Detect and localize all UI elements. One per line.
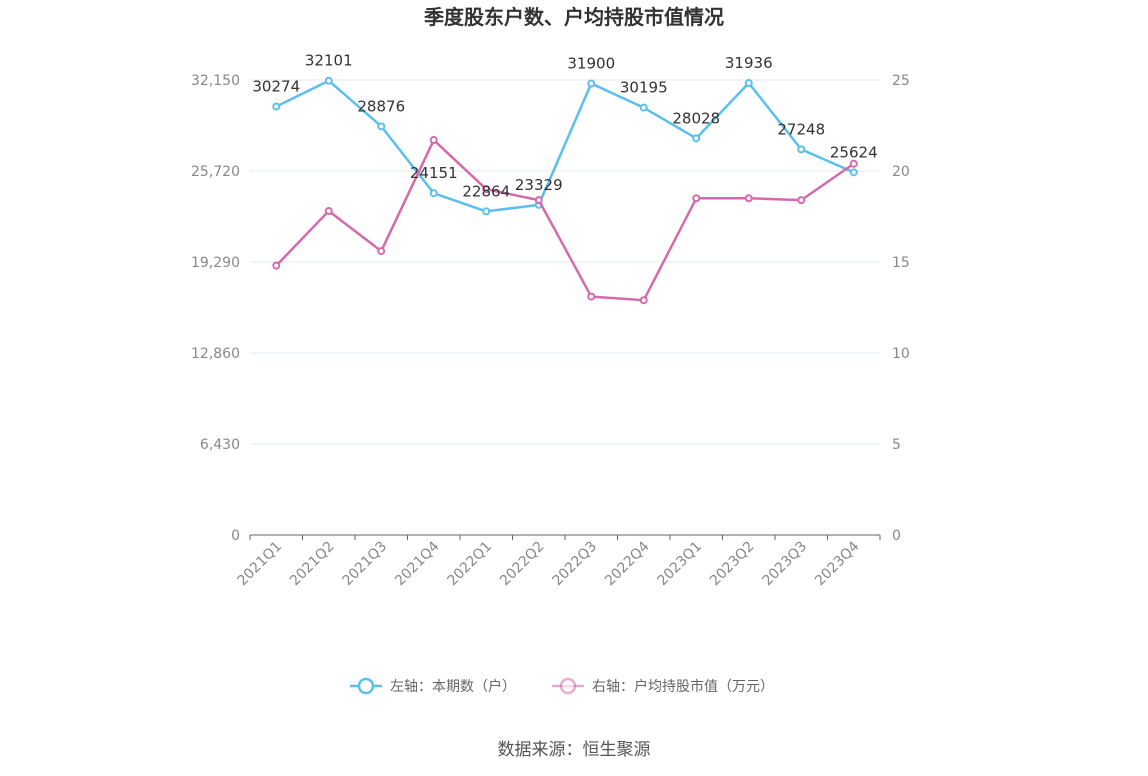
x-tick-label: 2021Q1: [234, 539, 285, 590]
data-point: [692, 134, 701, 143]
left-tick-label: 19,290: [191, 255, 240, 271]
right-tick-label: 5: [892, 437, 901, 453]
right-axis-ticks: 0 5 10 15 20 25: [892, 73, 910, 544]
left-tick-label: 32,150: [191, 73, 240, 89]
right-tick-label: 25: [892, 73, 910, 89]
right-tick-label: 0: [892, 528, 901, 544]
data-label: 24151: [410, 164, 458, 182]
x-tick-label: 2022Q3: [549, 539, 600, 590]
legend-marker-icon: [559, 677, 577, 695]
x-tick-label: 2021Q4: [392, 538, 443, 589]
data-point: [639, 103, 648, 112]
right-tick-label: 10: [892, 346, 910, 362]
data-point: [429, 189, 438, 198]
data-point: [744, 79, 753, 88]
data-point: [534, 196, 543, 205]
legend-label: 右轴：户均持股市值（万元）: [592, 678, 774, 695]
x-tick-label: 2023Q2: [707, 539, 758, 590]
data-label: 22864: [462, 182, 510, 200]
series-line: [275, 138, 855, 302]
right-tick-label: 15: [892, 255, 910, 271]
data-point: [429, 136, 438, 145]
data-point: [849, 168, 858, 177]
data-label: 28028: [672, 109, 720, 127]
data-point: [272, 102, 281, 111]
data-point: [377, 122, 386, 131]
data-point: [482, 207, 491, 216]
series-line: [275, 79, 855, 213]
data-label: 30195: [620, 79, 668, 97]
series-group: [272, 76, 858, 305]
data-label: 30274: [252, 78, 300, 96]
data-label: 27248: [777, 120, 825, 138]
data-label: 28876: [357, 97, 405, 115]
data-point: [692, 194, 701, 203]
data-point: [639, 296, 648, 305]
data-point: [587, 79, 596, 88]
data-point: [797, 196, 806, 205]
data-point: [324, 76, 333, 85]
x-tick-label: 2022Q2: [497, 539, 548, 590]
left-tick-label: 25,720: [191, 164, 240, 180]
left-axis-ticks: 0 6,430 12,860 19,290 25,720 32,150: [191, 73, 240, 544]
data-label: 31900: [567, 55, 615, 73]
data-point: [849, 159, 858, 168]
data-label: 25624: [830, 143, 878, 161]
source-note: 数据来源：恒生聚源: [498, 740, 651, 760]
x-tick-label: 2023Q4: [812, 538, 863, 589]
x-tick-label: 2022Q1: [444, 539, 495, 590]
data-point: [797, 145, 806, 154]
data-point: [324, 207, 333, 216]
chart-title: 季度股东户数、户均持股市值情况: [423, 5, 724, 29]
data-point: [587, 292, 596, 301]
data-label: 23329: [515, 176, 563, 194]
x-tick-label: 2023Q1: [654, 539, 705, 590]
data-label: 32101: [305, 52, 353, 70]
x-tick-label: 2021Q2: [287, 539, 338, 590]
left-tick-label: 0: [231, 528, 240, 544]
left-tick-label: 12,860: [191, 346, 240, 362]
legend-marker-icon: [357, 677, 375, 695]
x-tick-label: 2022Q4: [602, 538, 653, 589]
x-tick-label: 2023Q3: [759, 539, 810, 590]
left-tick-label: 6,430: [200, 437, 240, 453]
grid-lines: [250, 79, 880, 445]
legend[interactable]: 左轴：本期数（户） 右轴：户均持股市值（万元）: [350, 677, 774, 695]
data-label: 31936: [725, 54, 773, 72]
data-point: [744, 194, 753, 203]
data-point: [377, 247, 386, 256]
right-tick-label: 20: [892, 164, 910, 180]
x-axis: 2021Q1 2021Q2 2021Q3 2021Q4 2022Q1 2022Q2 2022…: [234, 534, 881, 590]
x-tick-label: 2021Q3: [339, 539, 390, 590]
data-point: [482, 185, 491, 194]
data-point: [272, 261, 281, 270]
legend-label: 左轴：本期数（户）: [390, 678, 516, 695]
